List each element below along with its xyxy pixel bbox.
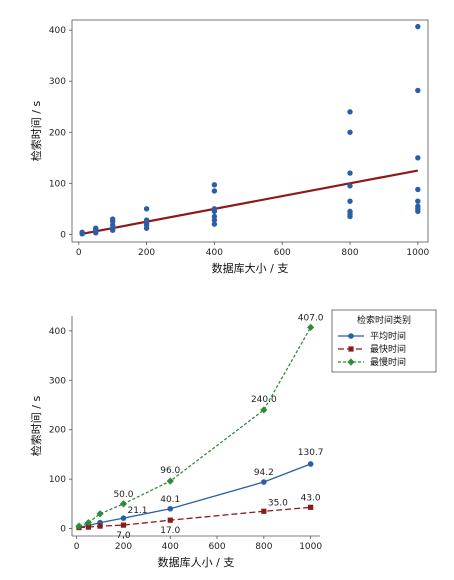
scatter-point: [211, 182, 218, 188]
scatter-point: [415, 203, 421, 209]
x-tick-label: 400: [206, 248, 223, 258]
y-tick-label: 400: [49, 26, 66, 36]
y-tick-label: 100: [49, 179, 66, 189]
data-label: 94.2: [254, 468, 274, 478]
scatter-point: [211, 221, 218, 227]
scatter-chart: 0 200 400 600 800 1000 0 100 200 300 400 数据库大小 / 支 检…: [29, 19, 430, 275]
scatter-point: [347, 183, 353, 189]
data-label: 50.0: [113, 490, 133, 500]
series-point-avg: [167, 505, 174, 512]
scatter-point: [143, 217, 150, 223]
y-axis-title: 检索时间 / s: [29, 101, 43, 162]
regression-line: [81, 169, 419, 235]
x-tick-label: 400: [162, 542, 179, 552]
x-tick-label: 200: [115, 542, 132, 552]
legend-entry-label: 平均时间: [370, 330, 406, 342]
legend-swatch-marker: [348, 333, 354, 339]
x-tick-label: 600: [274, 248, 291, 258]
scatter-point: [79, 231, 85, 237]
series-point-fast: [167, 517, 173, 523]
x-tick-label: 0: [76, 248, 82, 258]
y-tick-label: 200: [49, 128, 66, 138]
scatter-point: [347, 170, 353, 176]
x-axis-title: 数据库人小 / 支: [158, 555, 235, 569]
y-axis-title: 检索时间 / s: [29, 396, 43, 457]
scatter-point: [347, 109, 353, 115]
series-point-fast: [85, 524, 91, 530]
scatter-point: [415, 155, 421, 161]
series-point-fast: [120, 522, 127, 528]
data-label: 96.0: [160, 466, 180, 476]
series-point-slow: [84, 519, 92, 527]
series-point-slow: [119, 500, 128, 508]
data-label: 43.0: [301, 493, 321, 503]
legend-title: 检索时间类别: [357, 314, 411, 326]
data-label: 40.1: [160, 495, 180, 505]
data-label: 7.0: [116, 531, 131, 541]
series-point-avg: [307, 461, 314, 467]
x-tick-label: 1000: [299, 542, 322, 552]
scatter-point: [347, 208, 353, 215]
series-point-fast: [97, 523, 103, 529]
legend-entry-label: 最慢时间: [370, 356, 406, 368]
series-point-avg: [120, 515, 127, 521]
series-point-fast: [308, 504, 314, 510]
y-tick-label: 300: [49, 77, 66, 87]
series-point-slow: [307, 323, 315, 331]
data-label: 240.0: [251, 395, 277, 405]
scatter-point: [347, 198, 353, 204]
plot-frame: [71, 19, 429, 243]
legend-swatch-marker: [348, 346, 354, 352]
y-tick-label: 0: [60, 525, 66, 535]
scatter-point: [347, 129, 353, 135]
legend-entry-label: 最快时间: [370, 343, 406, 355]
y-tick-label: 0: [60, 230, 66, 240]
scatter-point: [211, 188, 218, 194]
series-point-slow: [96, 510, 104, 518]
x-tick-label: 600: [208, 542, 225, 552]
scatter-point: [143, 206, 150, 212]
data-label: 35.0: [268, 498, 288, 508]
data-label: 21.1: [127, 506, 147, 516]
y-tick-label: 300: [49, 376, 66, 386]
scatter-point: [415, 23, 421, 30]
series-line: [78, 506, 311, 529]
data-label: 130.7: [298, 448, 324, 458]
scatter-point: [93, 225, 99, 231]
x-tick-label: 800: [341, 248, 358, 258]
x-tick-label: 800: [255, 542, 272, 552]
series-point-fast: [261, 508, 267, 514]
scatter-point: [211, 213, 218, 220]
scatter-point: [415, 186, 421, 193]
x-tick-label: 0: [74, 542, 80, 552]
data-label: 407.0: [298, 313, 324, 323]
line-chart: 0 200 400 600 800 1000 0 100 200 300 400 数据库人小 / 支 检…: [29, 309, 437, 569]
x-tick-label: 1000: [406, 248, 429, 258]
data-label: 17.0: [160, 526, 180, 536]
legend-swatch-marker: [347, 358, 355, 366]
scatter-point: [415, 198, 421, 204]
y-tick-label: 200: [49, 426, 66, 436]
x-tick-label: 200: [138, 248, 155, 258]
scatter-point: [109, 216, 116, 222]
series-point-avg: [261, 479, 267, 485]
series-point-slow: [166, 477, 174, 485]
scatter-point: [415, 87, 421, 94]
scatter-point: [211, 206, 218, 212]
y-tick-label: 100: [49, 475, 66, 485]
series-point-slow: [75, 522, 83, 530]
x-axis-title: 数据库大小 / 支: [212, 261, 289, 275]
y-tick-label: 400: [49, 327, 66, 337]
